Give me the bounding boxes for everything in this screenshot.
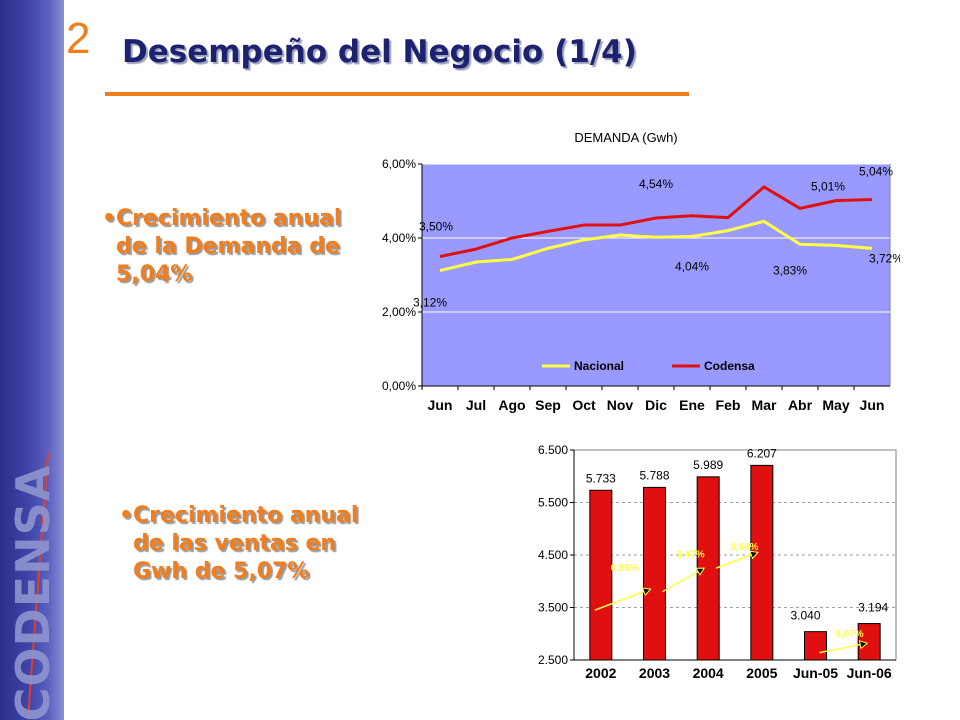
x-tick-label: 2003	[639, 665, 670, 681]
title-underline	[105, 92, 689, 96]
codensa-logo: CODENSA	[6, 464, 60, 720]
y-tick-label: 3.500	[538, 601, 568, 615]
bar-2005	[750, 464, 774, 661]
growth-label: 0,96%	[611, 563, 639, 574]
y-tick-label: 4.500	[538, 548, 568, 562]
x-tick-label: Jun-05	[793, 665, 838, 681]
chart-title: DEMANDA (Gwh)	[574, 130, 677, 145]
data-label: 4,54%	[639, 177, 673, 191]
data-label: 3,50%	[419, 220, 453, 234]
bar-value-label: 3.194	[858, 601, 888, 615]
legend-label: Nacional	[574, 359, 624, 373]
data-label: 4,04%	[675, 260, 709, 274]
y-tick-label: 5.500	[538, 496, 568, 510]
plot-area	[573, 449, 897, 661]
series-line-nacional	[439, 219, 873, 273]
bar-value-label: 5.788	[639, 468, 669, 482]
sidebar-band	[0, 0, 64, 720]
bullet-sales-growth: • Crecimiento anual de las ventas en Gwh…	[119, 502, 383, 586]
bullet-line: de la Demanda de	[116, 234, 340, 259]
bullet-demand-growth: • Crecimiento anual de la Demanda de 5,0…	[102, 205, 366, 289]
bullet-line: Gwh de 5,07%	[133, 559, 310, 584]
x-tick-label: Feb	[716, 397, 741, 413]
growth-arrow-head	[695, 567, 706, 576]
growth-label: 3,64%	[730, 542, 758, 553]
growth-label: 5,07%	[835, 629, 863, 640]
bullet-line: Crecimiento anual	[116, 206, 342, 231]
legend-label: Codensa	[704, 359, 755, 373]
bar-jun-06	[857, 623, 881, 661]
bar-2003	[643, 486, 666, 661]
x-tick-label: 2002	[585, 665, 616, 681]
bar-value-label: 5.989	[693, 458, 723, 472]
x-tick-label: Jun	[860, 397, 885, 413]
y-tick-label: 6.500	[538, 443, 568, 457]
bullet-marker: •	[102, 206, 117, 231]
section-number: 2	[66, 14, 91, 63]
data-label: 3,12%	[413, 296, 447, 310]
bullet-line: Crecimiento anual	[133, 503, 359, 528]
x-tick-label: Jun	[428, 397, 453, 413]
x-tick-label: May	[822, 397, 849, 413]
slide-title: Desempeño del Negocio (1/4)	[122, 34, 637, 70]
growth-arrow-head	[641, 587, 652, 597]
data-label: 5,01%	[811, 180, 845, 194]
y-tick-label: 2.500	[538, 653, 568, 667]
growth-arrow-line	[594, 588, 651, 611]
x-tick-label: Sep	[535, 397, 561, 413]
sales-bar-chart: 2.500 3.500 4.500 5.500 6.500 5.733 2002 5.788 2…	[538, 443, 897, 681]
bar-2002	[589, 489, 613, 661]
series-line-codensa	[439, 185, 873, 258]
growth-arrow-line	[819, 642, 868, 654]
x-tick-label: Abr	[788, 397, 813, 413]
x-tick-label: Ago	[498, 397, 525, 413]
y-tick-label: 0,00%	[382, 379, 416, 393]
data-label: 3,83%	[773, 263, 807, 277]
x-tick-label: Dic	[645, 397, 667, 413]
growth-arrow-head	[858, 640, 869, 650]
x-tick-label: Jun-06	[847, 665, 892, 681]
data-label: 3,72%	[869, 251, 900, 265]
bar-value-label: 6.207	[747, 446, 777, 460]
codensa-logo-text: CODENSA	[6, 464, 60, 720]
data-label: 5,04%	[859, 165, 893, 179]
x-tick-label: 2004	[693, 665, 724, 681]
demand-line-chart: DEMANDA (Gwh) 0,00% 2,00% 4,00% 6,00% Jun Jul A…	[382, 130, 900, 413]
x-tick-label: Jul	[466, 397, 486, 413]
bar-value-label: 3.040	[790, 609, 820, 623]
y-tick-label: 6,00%	[382, 157, 416, 171]
bullet-line: 5,04%	[116, 262, 193, 287]
x-tick-label: Mar	[752, 397, 777, 413]
growth-arrow-head	[749, 550, 759, 560]
y-tick-label: 4,00%	[382, 231, 416, 245]
x-tick-label: Oct	[572, 397, 596, 413]
x-tick-label: 2005	[746, 665, 777, 681]
growth-label: 3,47%	[676, 550, 704, 561]
growth-arrow-line	[662, 567, 705, 593]
x-tick-label: Nov	[607, 397, 634, 413]
y-tick-label: 2,00%	[382, 305, 416, 319]
bar-value-label: 5.733	[586, 471, 616, 485]
x-tick-label: Ene	[679, 397, 705, 413]
bar-jun-05	[804, 631, 827, 661]
plot-area	[421, 163, 891, 387]
bullet-line: de las ventas en	[133, 531, 337, 556]
brand-slash-decoration	[27, 452, 49, 718]
bullet-marker: •	[119, 503, 134, 528]
